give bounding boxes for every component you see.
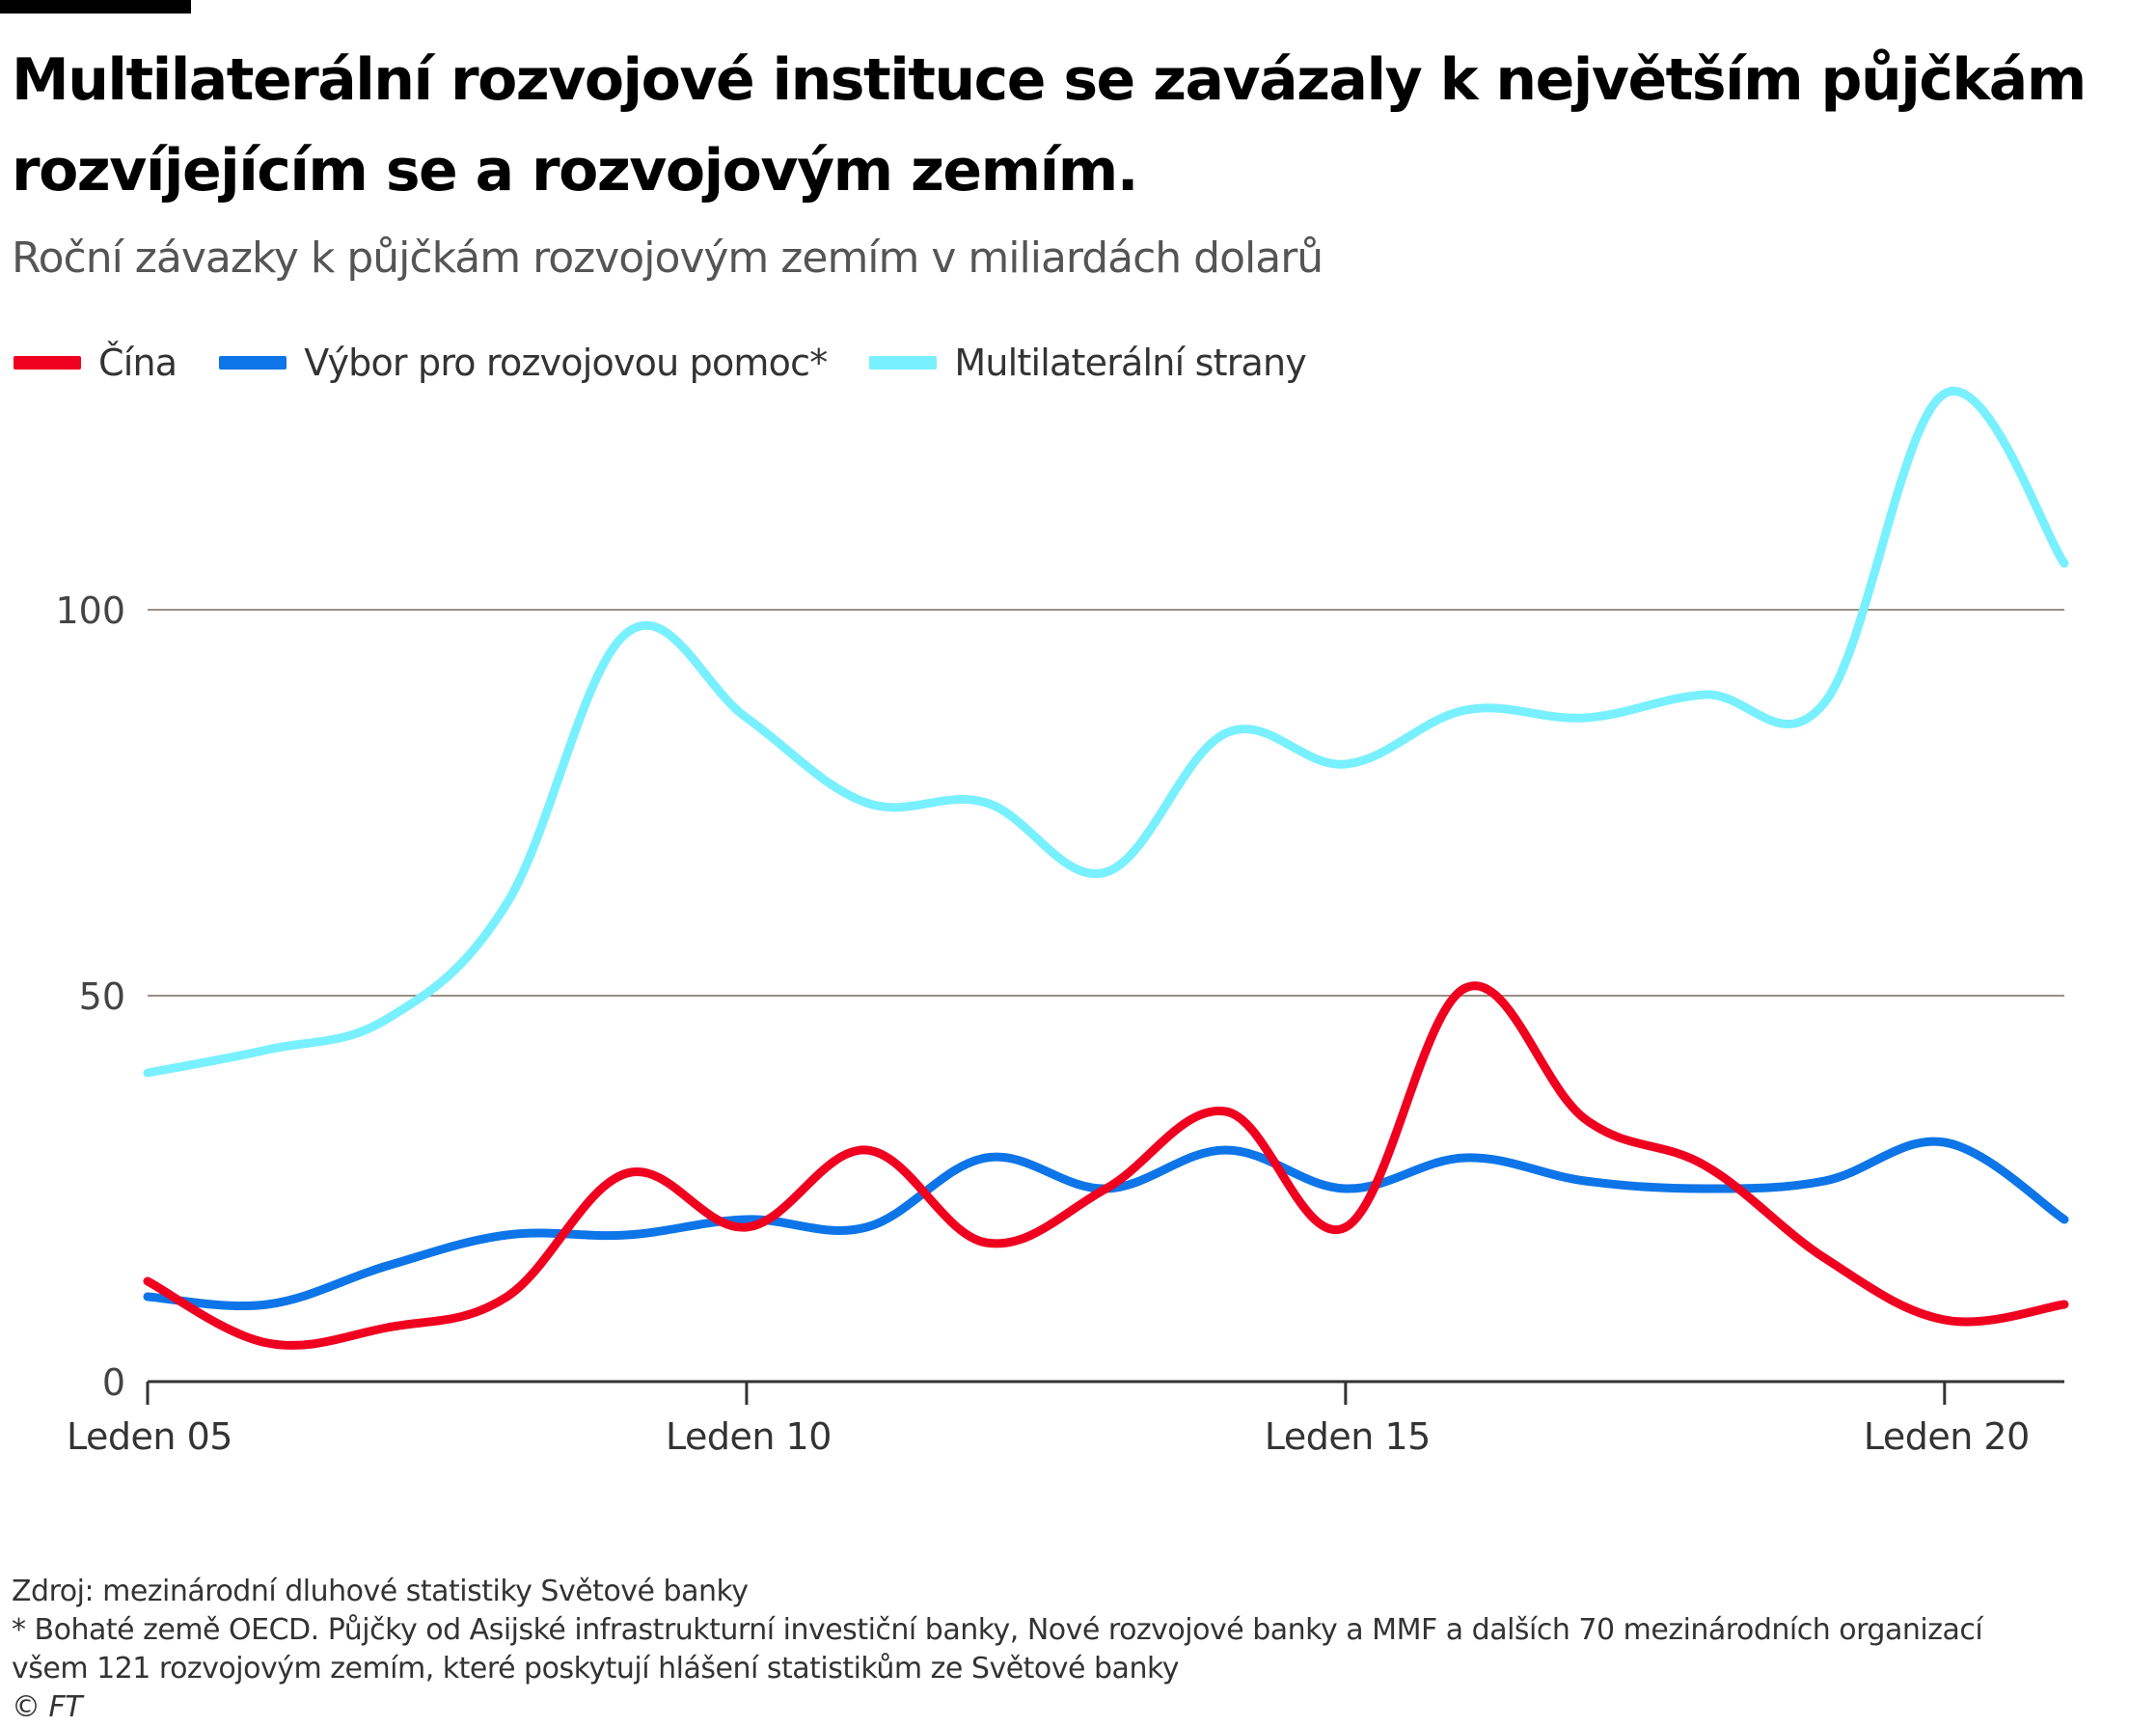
chart-title: Multilaterální rozvojové instituce se za… — [12, 46, 2087, 205]
legend-swatch-china — [14, 356, 81, 370]
legend-item-multilateral: Multilaterální strany — [869, 342, 1307, 384]
x-tick-label: Leden 05 — [67, 1415, 232, 1458]
top-accent-bar — [0, 0, 191, 14]
y-tick-label-100: 100 — [55, 589, 125, 632]
chart-footer: Zdroj: mezinárodní dluhové statistiky Sv… — [12, 1573, 1983, 1727]
chart-legend: Čína Výbor pro rozvojovou pomoc* Multila… — [14, 338, 1349, 388]
legend-label-multilateral: Multilaterální strany — [954, 342, 1306, 384]
grid-layer — [148, 609, 2064, 997]
x-tick-label: Leden 20 — [1864, 1415, 2030, 1458]
line-chart: 0 50 100 Leden 05 Leden 10 Leden 15 Leden 20 — [55, 386, 2069, 1458]
y-tick-label-50: 50 — [79, 975, 125, 1018]
source-note: Zdroj: mezinárodní dluhové statistiky Sv… — [12, 1575, 749, 1608]
series-layer — [143, 386, 2069, 1350]
series-line-china — [143, 981, 2069, 1350]
legend-label-dac: Výbor pro rozvojovou pomoc* — [304, 342, 828, 384]
legend-item-china: Čína — [14, 342, 177, 384]
y-tick-label-0: 0 — [102, 1361, 125, 1404]
credit-text: © FT — [12, 1690, 83, 1724]
chart-subtitle: Roční závazky k půjčkám rozvojovým zemím… — [12, 233, 1324, 283]
axis-layer: 0 50 100 Leden 05 Leden 10 Leden 15 Leden 20 — [55, 589, 2064, 1458]
x-tick-label: Leden 15 — [1265, 1415, 1431, 1458]
legend-swatch-dac — [219, 356, 287, 370]
legend-item-dac: Výbor pro rozvojovou pomoc* — [219, 342, 828, 384]
series-line-multilateral — [143, 386, 2069, 1078]
legend-label-china: Čína — [98, 342, 177, 384]
footnote-line-1: * Bohaté země OECD. Půjčky od Asijské in… — [12, 1613, 1983, 1647]
legend-swatch-multilateral — [869, 356, 938, 370]
x-tick-label: Leden 10 — [666, 1415, 832, 1458]
footnote-line-2: všem 121 rozvojovým zemím, které poskytu… — [12, 1652, 1180, 1686]
